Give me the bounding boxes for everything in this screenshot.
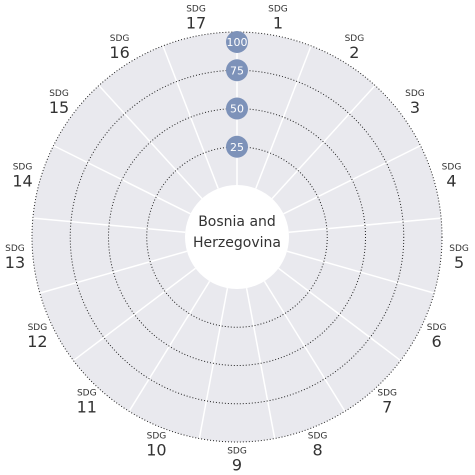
category-prefix: SDG: [147, 431, 167, 441]
category-prefix: SDG: [13, 162, 33, 172]
sector-divider: [286, 250, 435, 294]
sector-divider: [72, 267, 196, 362]
category-number: 1: [273, 13, 283, 32]
grid-ring: [31, 31, 443, 443]
category-prefix: SDG: [405, 89, 425, 99]
category-number: 11: [77, 397, 97, 416]
category-number: 2: [349, 43, 359, 62]
category-prefix: SDG: [345, 34, 365, 44]
category-prefix: SDG: [186, 4, 206, 14]
category-prefix: SDG: [308, 431, 328, 441]
category-number: 13: [5, 253, 25, 272]
sector-divider: [128, 280, 211, 412]
category-number: 5: [454, 253, 464, 272]
sector-divider: [263, 280, 346, 412]
grid-ring: [69, 69, 405, 405]
category-prefix: SDG: [268, 4, 288, 14]
y-tick-label: 100: [227, 36, 248, 49]
y-tick-label: 50: [230, 103, 244, 116]
category-prefix: SDG: [77, 388, 97, 398]
sector-divider: [39, 250, 188, 294]
grid-ring: [146, 146, 328, 328]
category-prefix: SDG: [110, 34, 130, 44]
category-prefix: SDG: [449, 244, 469, 254]
sector-divider: [245, 287, 276, 439]
category-number: 3: [410, 98, 420, 117]
grid-ring: [108, 108, 366, 366]
category-number: 4: [446, 171, 456, 190]
category-number: 17: [186, 13, 206, 32]
category-number: 7: [382, 397, 392, 416]
category-number: 14: [12, 171, 32, 190]
sector-divider: [255, 45, 312, 189]
category-prefix: SDG: [377, 388, 397, 398]
sector-divider: [278, 267, 402, 362]
category-number: 8: [312, 440, 322, 459]
category-number: 9: [232, 456, 242, 475]
category-number: 10: [146, 440, 166, 459]
sector-divider: [162, 45, 219, 189]
category-prefix: SDG: [227, 447, 247, 457]
center-circle: [185, 185, 289, 289]
category-prefix: SDG: [49, 89, 69, 99]
tick-badge: [226, 31, 248, 53]
category-prefix: SDG: [5, 244, 25, 254]
category-prefix: SDG: [28, 323, 48, 333]
category-number: 12: [27, 332, 47, 351]
sector-divider: [32, 217, 186, 233]
category-number: 6: [432, 332, 442, 351]
sector-divider: [271, 84, 376, 200]
y-tick-label: 75: [230, 64, 244, 77]
tick-badge: [226, 97, 248, 120]
tick-badge: [226, 135, 248, 158]
category-number: 16: [109, 43, 129, 62]
tick-badge: [226, 59, 248, 82]
category-prefix: SDG: [442, 162, 462, 172]
center-label: Bosnia and Herzegovina: [193, 214, 281, 251]
y-tick-label: 25: [230, 141, 244, 154]
category-prefix: SDG: [427, 323, 447, 333]
category-number: 15: [49, 98, 69, 117]
